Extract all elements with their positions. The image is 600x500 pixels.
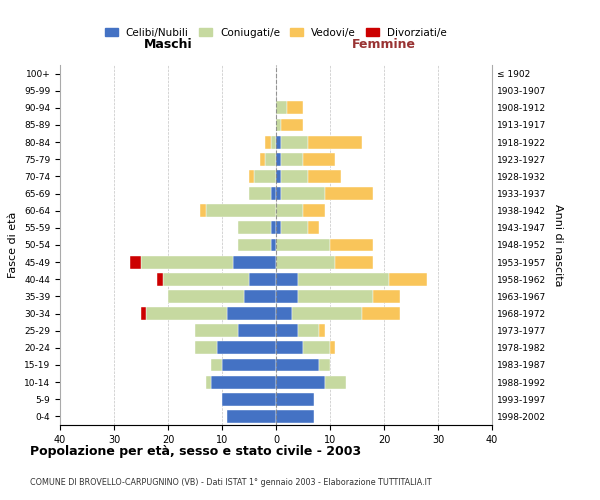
Bar xyxy=(271,187,276,200)
Bar xyxy=(276,273,298,285)
Bar xyxy=(276,153,281,166)
Text: Popolazione per età, sesso e stato civile - 2003: Popolazione per età, sesso e stato civil… xyxy=(30,445,361,458)
Bar xyxy=(276,187,281,200)
Bar xyxy=(281,136,308,148)
Bar xyxy=(211,358,222,372)
Bar xyxy=(389,273,427,285)
Bar xyxy=(276,136,281,148)
Bar xyxy=(217,342,276,354)
Bar xyxy=(330,342,335,354)
Bar xyxy=(281,118,303,132)
Bar xyxy=(141,307,146,320)
Bar xyxy=(276,307,292,320)
Bar xyxy=(298,324,319,337)
Bar xyxy=(325,187,373,200)
Bar xyxy=(265,136,271,148)
Bar xyxy=(276,238,330,252)
Bar xyxy=(276,376,325,388)
Bar xyxy=(335,256,373,268)
Bar xyxy=(227,307,276,320)
Bar xyxy=(319,324,325,337)
Bar xyxy=(244,290,276,303)
Bar xyxy=(271,238,276,252)
Bar xyxy=(265,153,276,166)
Bar xyxy=(254,170,276,183)
Bar xyxy=(276,222,281,234)
Bar xyxy=(330,238,373,252)
Bar xyxy=(276,290,298,303)
Bar xyxy=(303,342,330,354)
Bar xyxy=(206,376,211,388)
Text: COMUNE DI BROVELLO-CARPUGNINO (VB) - Dati ISTAT 1° gennaio 2003 - Elaborazione T: COMUNE DI BROVELLO-CARPUGNINO (VB) - Dat… xyxy=(30,478,431,487)
Bar xyxy=(303,153,335,166)
Bar xyxy=(163,273,249,285)
Bar xyxy=(157,273,163,285)
Bar xyxy=(195,324,238,337)
Bar xyxy=(298,273,389,285)
Bar xyxy=(276,118,281,132)
Text: Femmine: Femmine xyxy=(352,38,416,52)
Bar xyxy=(227,410,276,423)
Bar xyxy=(238,238,271,252)
Bar xyxy=(276,342,303,354)
Bar xyxy=(211,376,276,388)
Bar xyxy=(276,393,314,406)
Bar xyxy=(281,187,325,200)
Bar xyxy=(308,170,341,183)
Y-axis label: Anni di nascita: Anni di nascita xyxy=(553,204,563,286)
Bar xyxy=(130,256,141,268)
Bar xyxy=(281,222,308,234)
Bar xyxy=(276,324,298,337)
Bar xyxy=(271,222,276,234)
Text: Maschi: Maschi xyxy=(143,38,193,52)
Bar xyxy=(260,153,265,166)
Bar xyxy=(276,170,281,183)
Bar xyxy=(281,170,308,183)
Bar xyxy=(373,290,400,303)
Y-axis label: Fasce di età: Fasce di età xyxy=(8,212,19,278)
Bar xyxy=(168,290,244,303)
Bar xyxy=(276,410,314,423)
Bar xyxy=(298,290,373,303)
Bar xyxy=(308,222,319,234)
Bar xyxy=(281,153,303,166)
Bar xyxy=(141,256,233,268)
Bar xyxy=(200,204,206,217)
Bar xyxy=(276,102,287,114)
Bar xyxy=(238,222,271,234)
Bar xyxy=(319,358,330,372)
Bar xyxy=(362,307,400,320)
Bar xyxy=(222,358,276,372)
Bar xyxy=(238,324,276,337)
Bar xyxy=(292,307,362,320)
Bar xyxy=(276,204,303,217)
Bar xyxy=(308,136,362,148)
Bar xyxy=(146,307,227,320)
Bar xyxy=(271,136,276,148)
Legend: Celibi/Nubili, Coniugati/e, Vedovi/e, Divorziati/e: Celibi/Nubili, Coniugati/e, Vedovi/e, Di… xyxy=(101,24,451,42)
Bar xyxy=(249,187,271,200)
Bar xyxy=(195,342,217,354)
Bar xyxy=(222,393,276,406)
Bar xyxy=(249,170,254,183)
Bar xyxy=(233,256,276,268)
Bar xyxy=(249,273,276,285)
Bar xyxy=(206,204,276,217)
Bar xyxy=(276,358,319,372)
Bar xyxy=(276,256,335,268)
Bar xyxy=(287,102,303,114)
Bar xyxy=(325,376,346,388)
Bar xyxy=(303,204,325,217)
